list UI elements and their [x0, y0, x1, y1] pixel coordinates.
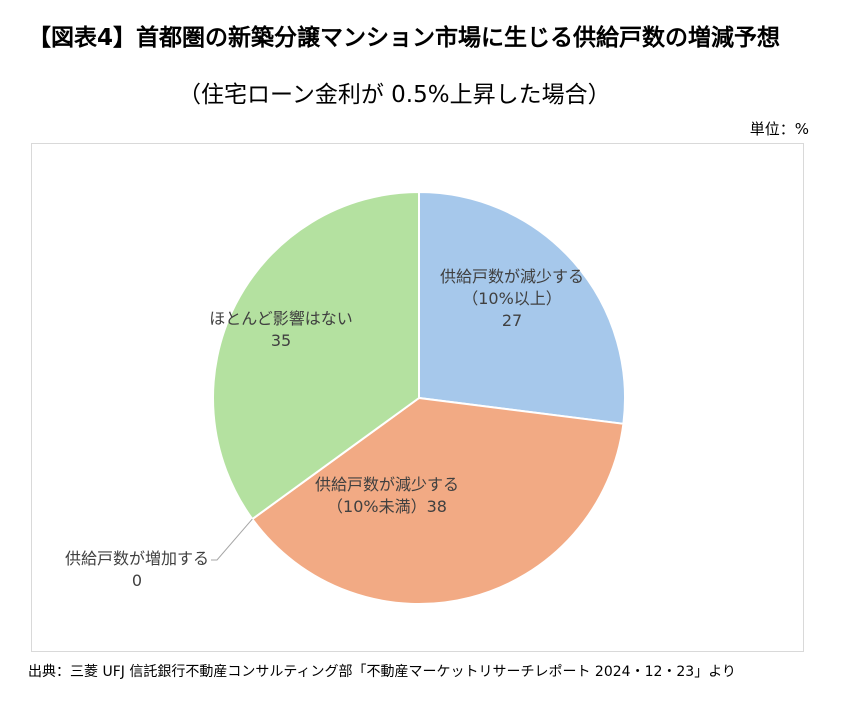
- unit-label: 単位：%: [749, 120, 809, 138]
- data-label-line: 0: [132, 571, 142, 590]
- chart-title: 【図表4】首都圏の新築分譲マンション市場に生じる供給戸数の増減予想: [28, 25, 781, 51]
- data-label-line: 27: [502, 311, 522, 330]
- leader-lines: [211, 518, 253, 561]
- data-label: 供給戸数が減少する （10%未満）38: [315, 475, 459, 516]
- data-label-line: （10%未満）38: [327, 497, 447, 516]
- data-label: 供給戸数が増加する 0: [65, 549, 209, 590]
- data-label: 供給戸数が減少する （10%以上） 27: [440, 267, 584, 330]
- data-label-line: 供給戸数が減少する: [440, 267, 584, 286]
- data-label-line: （10%以上）: [462, 289, 562, 308]
- source-note: 出典：三菱 UFJ 信託銀行不動産コンサルティング部「不動産マーケットリサーチレ…: [28, 664, 736, 680]
- pie-slice: [418, 190, 626, 425]
- data-label: ほとんど影響はない 35: [209, 309, 353, 350]
- pie-slice: [212, 190, 420, 521]
- pie-slices: [212, 190, 626, 605]
- data-label-line: ほとんど影響はない: [209, 309, 353, 328]
- pie-chart: 供給戸数が減少する（10%以上） 27供給戸数が減少する（10%未満）38供給戸数…: [65, 190, 626, 605]
- data-label-line: 供給戸数が増加する: [65, 549, 209, 568]
- data-label-line: 35: [271, 331, 291, 350]
- pie-slice: [250, 396, 625, 605]
- chart-subtitle: （住宅ローン金利が 0.5%上昇した場合）: [178, 82, 611, 108]
- leader-line: [211, 518, 253, 561]
- plot-area: 供給戸数が減少する（10%以上） 27 供給戸数が減少する（10%未満）38 供給戸数…: [31, 143, 804, 652]
- data-label-line: 供給戸数が減少する: [315, 475, 459, 494]
- data-labels: 供給戸数が減少する（10%以上） 27供給戸数が減少する（10%未満）38供給戸数…: [65, 267, 584, 590]
